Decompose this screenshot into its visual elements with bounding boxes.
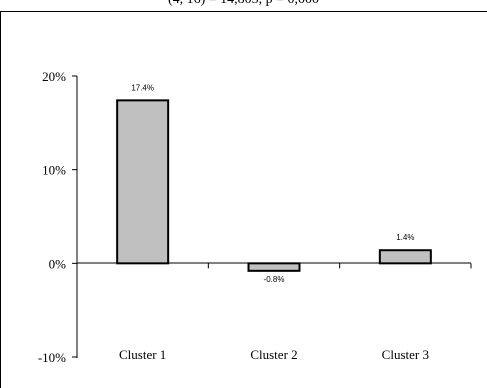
bar-cluster-1: [116, 99, 170, 265]
x-category-label: Cluster 3: [382, 347, 429, 362]
bar-cluster-3: [378, 249, 432, 265]
chart-caption: (4, 16) = 14,805, p = 0,000: [0, 0, 487, 8]
y-tick-label: 10%: [42, 163, 66, 178]
data-label: 1.4%: [396, 233, 414, 242]
y-tick-label: 0%: [49, 256, 67, 271]
data-label: 17.4%: [131, 83, 154, 92]
x-category-label: Cluster 1: [119, 347, 166, 362]
y-tick-label: 20%: [42, 69, 66, 84]
bar-cluster-2: [247, 262, 301, 272]
y-tick-label: -10%: [38, 350, 66, 365]
data-label: -0.8%: [264, 275, 285, 284]
x-category-label: Cluster 2: [250, 347, 297, 362]
